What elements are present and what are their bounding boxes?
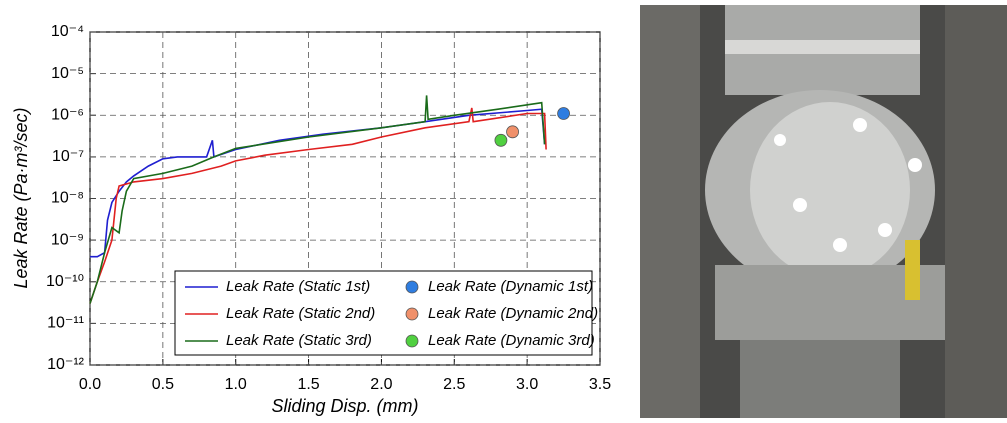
- legend-swatch: [405, 307, 419, 321]
- legend-label: Leak Rate (Static 2nd): [226, 305, 375, 322]
- photo-port: [774, 134, 786, 146]
- point: [557, 107, 570, 120]
- y-tick-label: 10⁻¹²: [47, 356, 85, 373]
- legend-swatch: [405, 280, 419, 294]
- y-tick-label: 10⁻⁶: [51, 106, 84, 123]
- point: [506, 125, 519, 139]
- point: [494, 133, 508, 147]
- y-tick-label: 10⁻⁷: [52, 148, 84, 165]
- x-tick-label: 3.0: [516, 376, 538, 393]
- photo-column: [640, 5, 700, 418]
- y-axis-label: Leak Rate (Pa·m³/sec): [11, 107, 31, 288]
- series-line: [89, 107, 547, 304]
- photo-support: [905, 240, 920, 300]
- x-axis-label: Sliding Disp. (mm): [271, 396, 418, 416]
- y-tick-label: 10⁻¹¹: [47, 315, 84, 332]
- x-tick-label: 0.5: [152, 376, 174, 393]
- legend-label: Leak Rate (Dynamic 2nd): [428, 305, 598, 322]
- photo-port: [853, 118, 867, 132]
- legend-label: Leak Rate (Static 3rd): [226, 332, 372, 349]
- x-tick-label: 2.0: [370, 376, 392, 393]
- x-tick-label: 3.5: [589, 376, 611, 393]
- series-line: [90, 108, 546, 258]
- y-tick-label: 10⁻⁵: [51, 65, 84, 82]
- y-tick-label: 10⁻¹⁰: [46, 273, 84, 290]
- y-tick-label: 10⁻⁹: [51, 231, 84, 248]
- photo-port: [878, 223, 892, 237]
- photo-port: [833, 238, 847, 252]
- photo: [640, 5, 1007, 418]
- photo-chamber-face: [750, 102, 910, 278]
- x-tick-label: 1.0: [225, 376, 247, 393]
- legend-box: [174, 270, 593, 356]
- legend-swatch: [405, 334, 419, 348]
- photo-port: [793, 198, 807, 212]
- x-tick-label: 0.0: [79, 376, 101, 393]
- series-line: [89, 95, 546, 304]
- legend-label: Leak Rate (Dynamic 3rd): [428, 332, 595, 349]
- y-tick-label: 10⁻⁸: [51, 190, 84, 207]
- legend-label: Leak Rate (Static 1st): [226, 278, 370, 295]
- x-tick-label: 1.5: [297, 376, 319, 393]
- photo-flange-ring: [725, 40, 920, 54]
- x-tick-label: 2.5: [443, 376, 465, 393]
- photo-bolts: [740, 340, 900, 418]
- legend-label: Leak Rate (Dynamic 1st): [428, 278, 593, 295]
- y-tick-label: 10⁻⁴: [51, 23, 84, 40]
- photo-column: [945, 5, 1007, 418]
- photo-port: [908, 158, 922, 172]
